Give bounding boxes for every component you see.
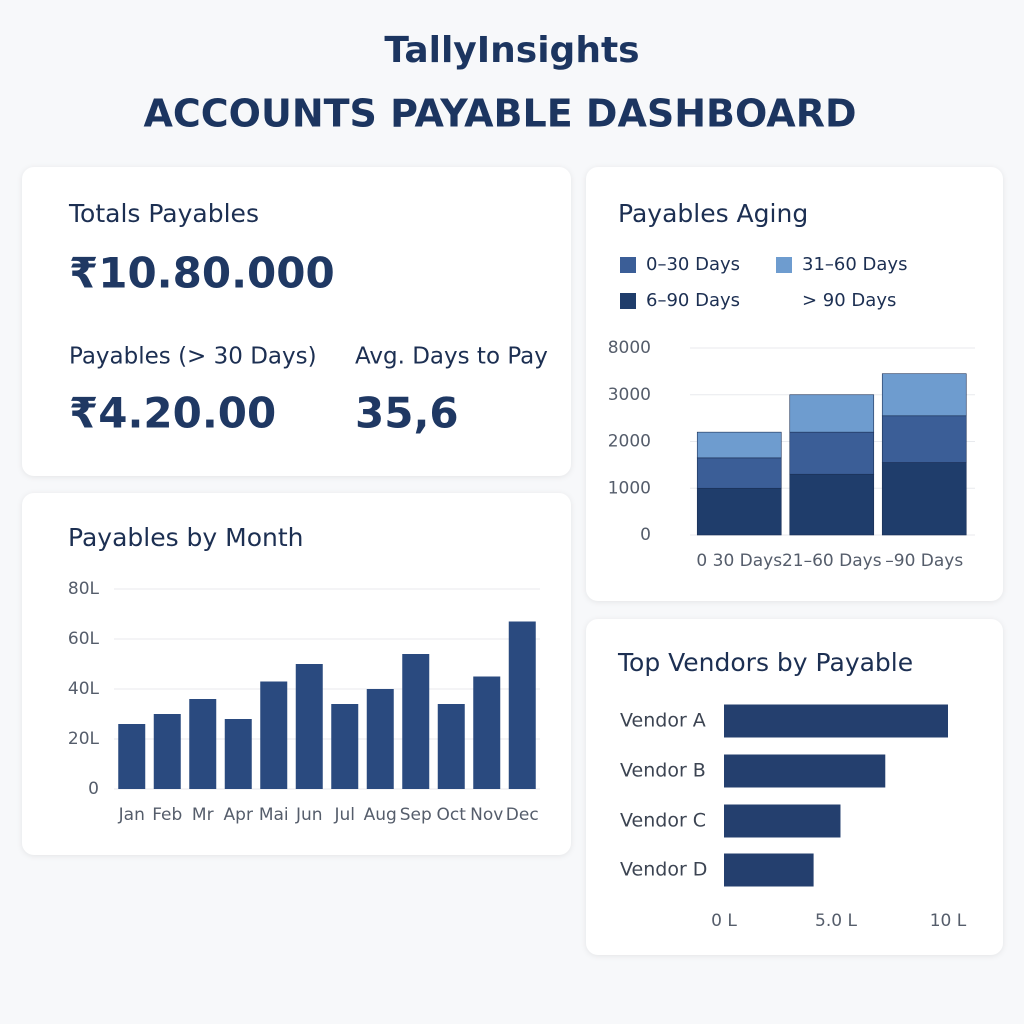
y-tick-label: 8000 (608, 338, 651, 358)
y-tick-label: 0 (640, 525, 651, 545)
bar (724, 853, 814, 887)
chart-title: Payables by Month (68, 523, 304, 552)
kpi-card (22, 167, 571, 476)
bar-segment (696, 457, 782, 489)
x-tick-label: 21–60 Days (782, 551, 882, 571)
x-tick-label: Oct (437, 805, 467, 825)
bar (224, 719, 252, 789)
chart-title: Payables Aging (618, 199, 808, 228)
y-tick-label: 3000 (608, 385, 651, 405)
bar (724, 754, 886, 788)
kpi-label: Totals Payables (68, 199, 259, 228)
bar (118, 724, 146, 789)
dashboard-title: ACCOUNTS PAYABLE DASHBOARD (143, 92, 856, 136)
x-tick-label: Aug (364, 805, 397, 825)
x-tick-label: 10 L (930, 911, 967, 931)
y-tick-label: 0 (88, 779, 99, 799)
bar (153, 714, 181, 789)
y-tick-label: Vendor C (620, 810, 706, 832)
bar (724, 804, 841, 838)
legend-label: > 90 Days (802, 290, 896, 311)
chart-title: Top Vendors by Payable (617, 648, 913, 677)
kpi-value: ₹4.20.00 (69, 389, 276, 438)
x-tick-label: Nov (470, 805, 503, 825)
kpi-value: ₹10.80.000 (69, 249, 335, 298)
app-title: TallyInsights (384, 30, 639, 71)
x-tick-label: Apr (224, 805, 253, 825)
x-tick-label: –90 Days (885, 551, 963, 571)
x-tick-label: Sep (400, 805, 432, 825)
bar-segment (881, 462, 967, 536)
bar-segment (696, 431, 782, 459)
y-tick-label: 1000 (608, 478, 651, 498)
legend-swatch (620, 257, 636, 273)
bar (402, 654, 430, 789)
bar-segment (881, 415, 967, 463)
bar (437, 704, 465, 789)
bar (366, 689, 394, 789)
bar (295, 664, 323, 789)
bar-segment (789, 394, 875, 433)
y-tick-label: 2000 (608, 432, 651, 452)
bar (508, 621, 536, 789)
x-tick-label: Jun (295, 805, 323, 825)
y-tick-label: 40L (68, 679, 100, 699)
legend-swatch (776, 257, 792, 273)
y-tick-label: Vendor A (620, 710, 706, 732)
kpi-value: 35,6 (355, 389, 459, 438)
bar (473, 676, 501, 789)
bar (260, 681, 288, 789)
x-tick-label: Mai (259, 805, 289, 825)
kpi-label: Avg. Days to Pay (355, 344, 548, 370)
x-tick-label: 5.0 L (815, 911, 857, 931)
y-tick-label: Vendor D (620, 859, 707, 881)
x-tick-label: Mr (192, 805, 214, 825)
legend-label: 6–90 Days (646, 290, 740, 311)
y-tick-label: 20L (68, 729, 100, 749)
x-tick-label: 0 30 Days (696, 551, 782, 571)
bar-segment (696, 487, 782, 536)
x-tick-label: 0 L (711, 911, 737, 931)
x-tick-label: Jul (333, 805, 355, 825)
y-tick-label: 80L (68, 579, 100, 599)
y-tick-label: Vendor B (620, 760, 706, 782)
bar (724, 704, 948, 738)
bar (189, 699, 217, 789)
bar-segment (789, 473, 875, 536)
bar-segment (789, 431, 875, 475)
legend-swatch (620, 293, 636, 309)
x-tick-label: Dec (506, 805, 539, 825)
x-tick-label: Jan (118, 805, 145, 825)
kpi-label: Payables (> 30 Days) (69, 344, 317, 370)
bar-segment (881, 373, 967, 417)
x-tick-label: Feb (152, 805, 182, 825)
legend-label: 31–60 Days (802, 254, 907, 275)
legend-label: 0–30 Days (646, 254, 740, 275)
bar (331, 704, 359, 789)
y-tick-label: 60L (68, 629, 100, 649)
